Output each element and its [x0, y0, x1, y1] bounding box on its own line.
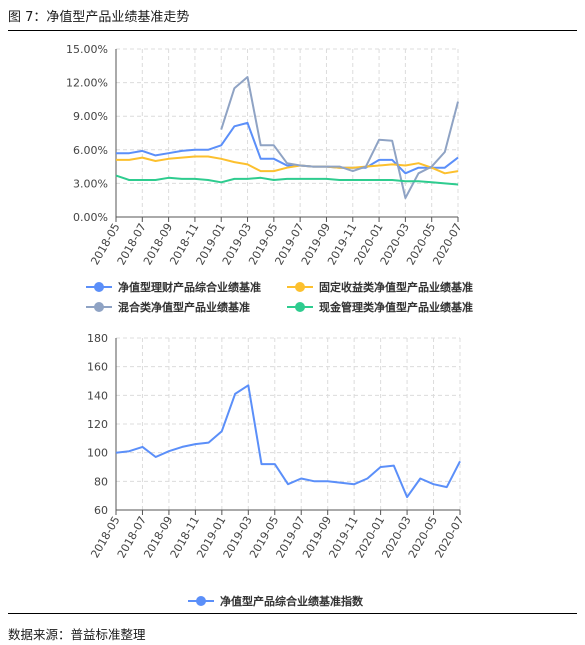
chart-benchmark-index: 60801001201401601802018-052018-072018-09…: [87, 332, 467, 608]
y-tick-label: 100: [87, 447, 108, 460]
legend-label: 净值型理财产品综合业绩基准: [118, 280, 261, 294]
legend-marker: [196, 596, 206, 606]
legend-item: 固定收益类净值型产品业绩基准: [287, 280, 473, 294]
series-line: [116, 121, 459, 175]
legend-label: 混合类净值型产品业绩基准: [118, 300, 250, 314]
legend-label: 现金管理类净值型产品业绩基准: [319, 300, 473, 314]
figure-title: 图 7：净值型产品业绩基准走势: [8, 10, 190, 25]
y-tick-label: 15.00%: [66, 43, 108, 56]
legend-label: 净值型产品综合业绩基准指数: [220, 594, 364, 608]
legend-item: 现金管理类净值型产品业绩基准: [287, 300, 473, 314]
y-tick-label: 160: [87, 361, 108, 374]
legend-marker: [295, 302, 305, 312]
y-tick-label: 0.00%: [73, 211, 108, 224]
y-tick-label: 140: [87, 389, 108, 402]
y-tick-label: 6.00%: [73, 144, 108, 157]
legend-item: 净值型理财产品综合业绩基准: [86, 280, 261, 294]
legend-marker: [94, 282, 104, 292]
y-tick-label: 80: [94, 475, 108, 488]
legend-item: 净值型产品综合业绩基准指数: [188, 594, 364, 608]
y-tick-label: 12.00%: [66, 77, 108, 90]
chart-performance-benchmarks: 0.00%3.00%6.00%9.00%12.00%15.00%2018-052…: [66, 43, 473, 314]
top-rule: [8, 30, 577, 31]
series-line: [116, 155, 459, 175]
y-tick-label: 180: [87, 332, 108, 345]
series-line: [115, 174, 459, 186]
series-line: [115, 384, 461, 499]
legend-marker: [94, 302, 104, 312]
y-tick-label: 9.00%: [73, 110, 108, 123]
y-tick-label: 120: [87, 418, 108, 431]
legend-label: 固定收益类净值型产品业绩基准: [319, 280, 473, 294]
y-tick-label: 3.00%: [73, 177, 108, 190]
source-note: 数据来源：普益标准整理: [8, 627, 146, 642]
legend-marker: [295, 282, 305, 292]
legend-item: 混合类净值型产品业绩基准: [86, 300, 250, 314]
y-tick-label: 60: [94, 504, 108, 517]
bottom-rule: [8, 613, 577, 614]
series-line: [220, 76, 459, 199]
